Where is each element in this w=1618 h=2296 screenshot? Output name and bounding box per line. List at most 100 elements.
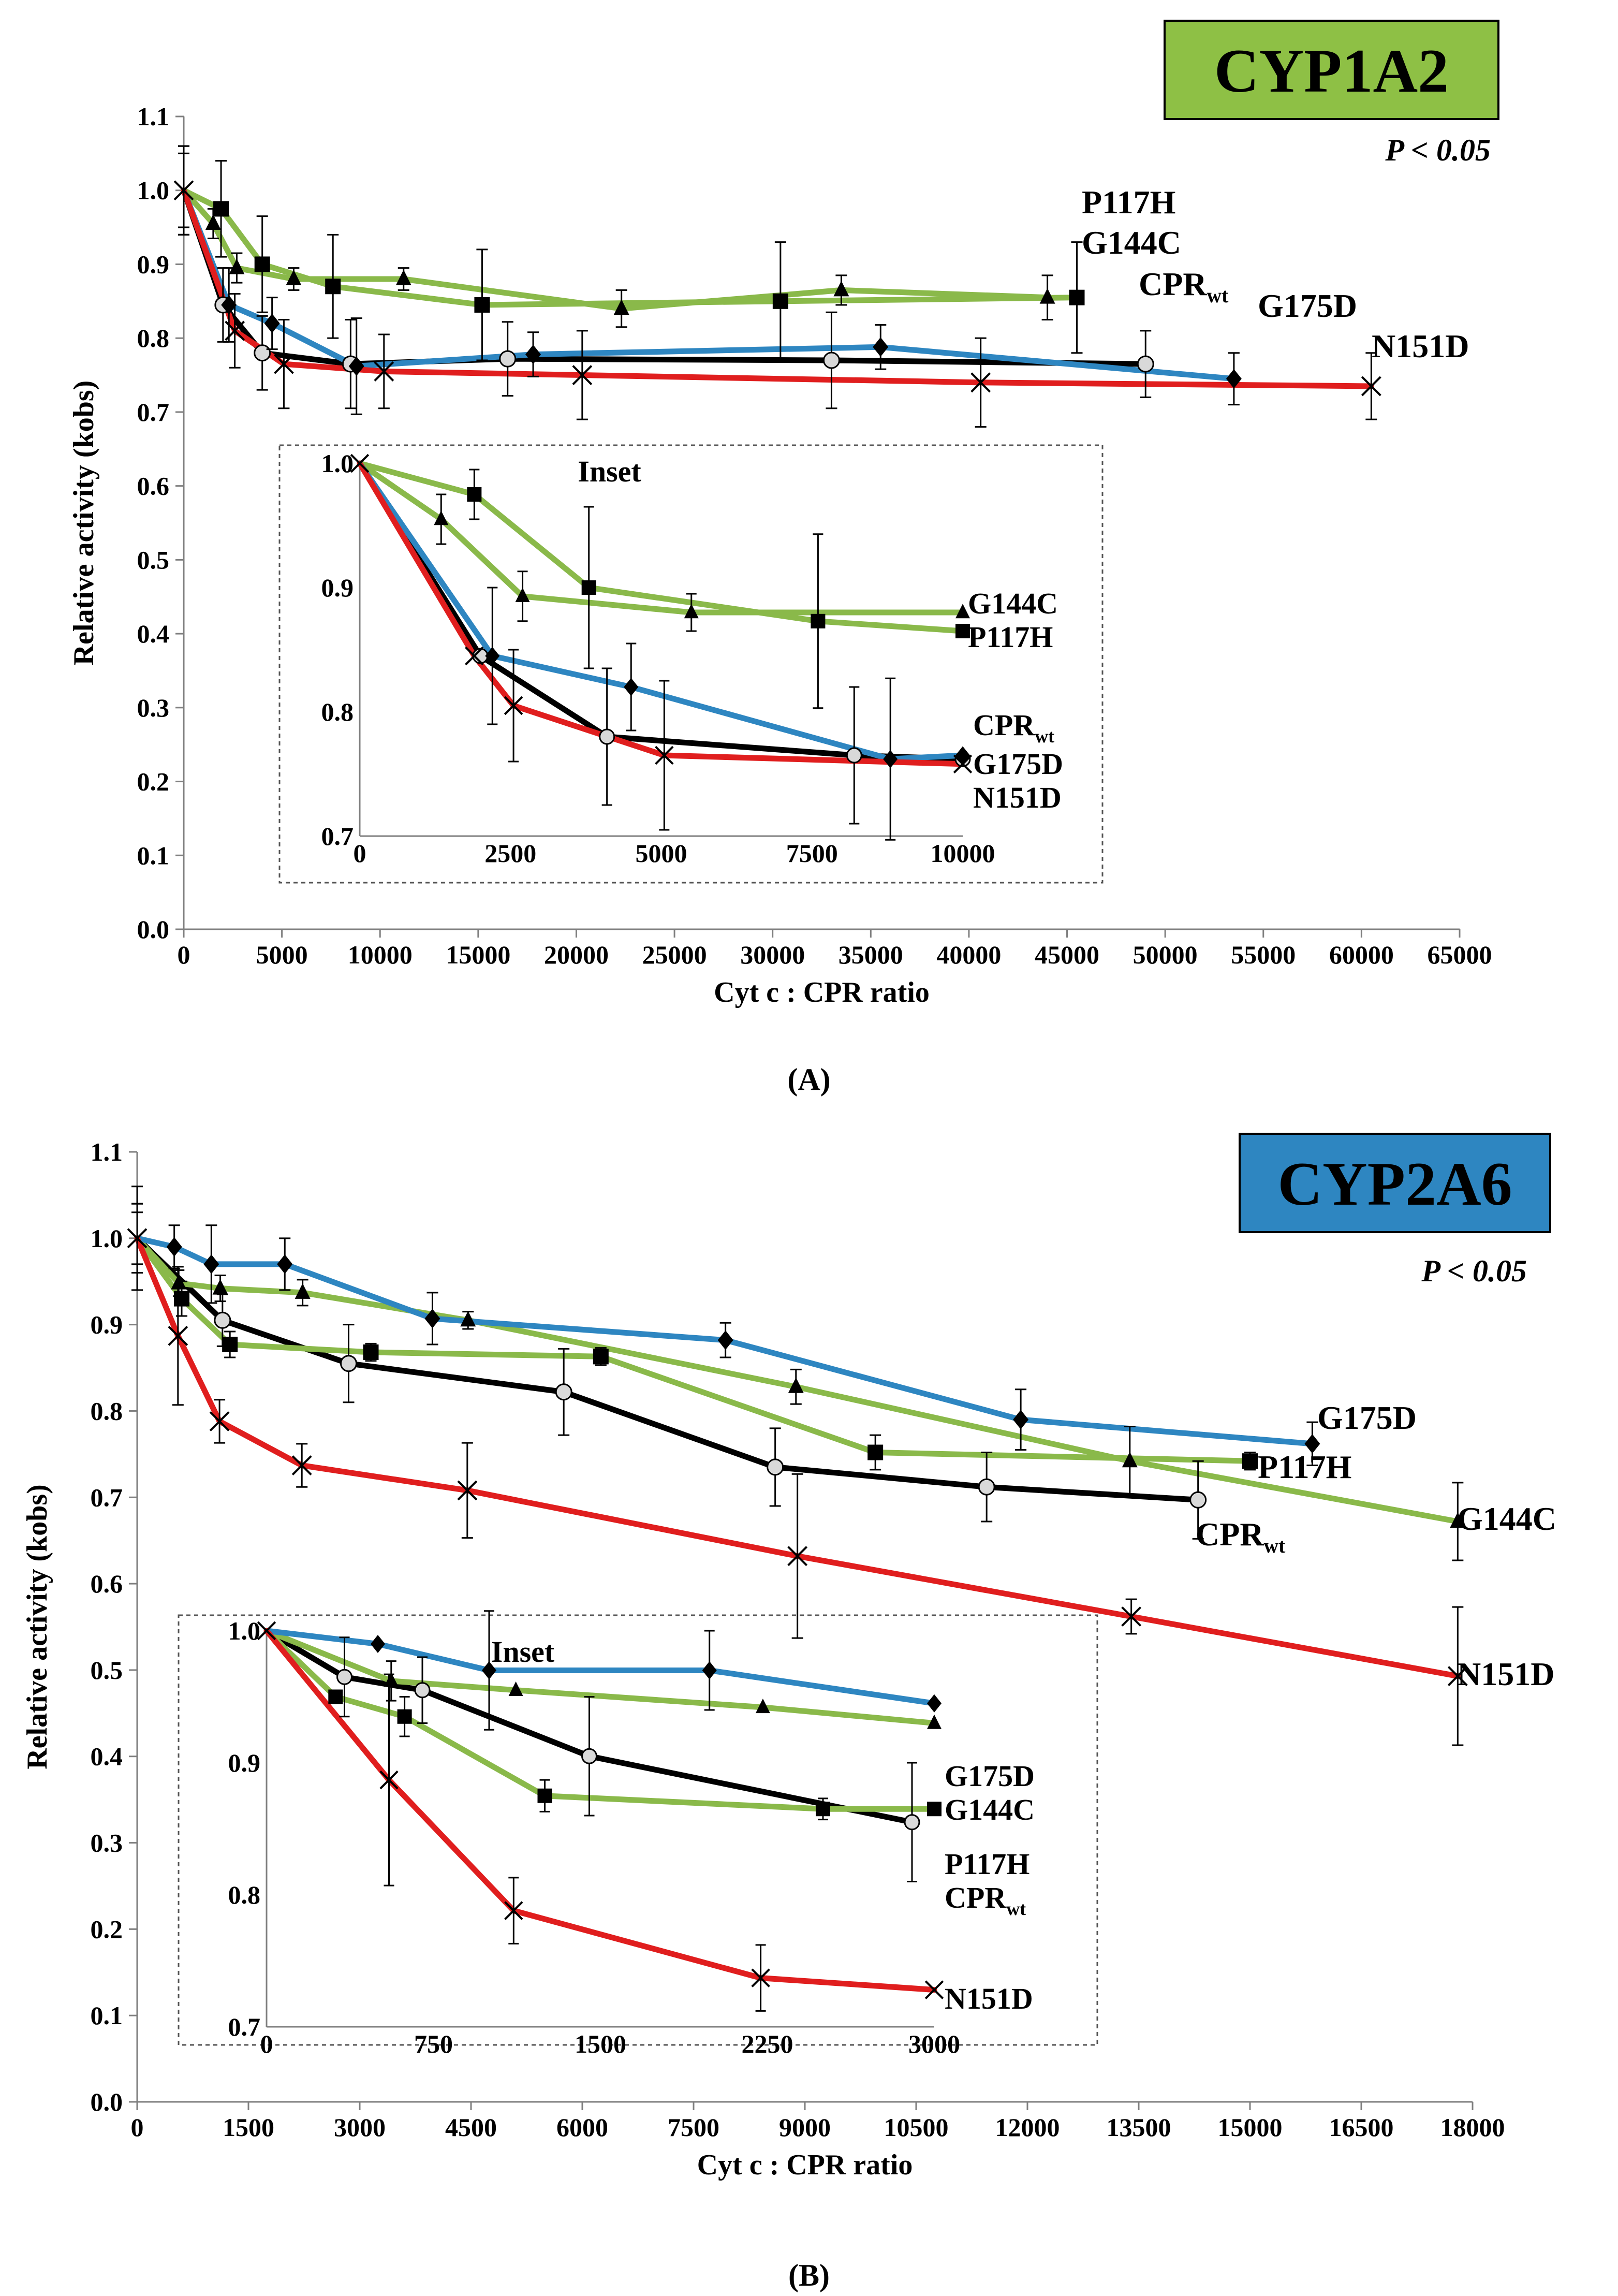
panel-a-inset-x-tick-label: 10000 [931, 839, 995, 868]
panel-b-x-tick-label: 0 [131, 2113, 144, 2142]
panel-b-point-G175D [203, 1254, 219, 1274]
panel-b-point-P117H [363, 1344, 379, 1361]
panel-b-point-N151D [209, 1411, 230, 1431]
panel-a-point-N151D-stroke-b [374, 361, 394, 382]
panel-a-x-tick-label: 65000 [1428, 940, 1492, 969]
panel-a-label-CPRwt: CPRwt [1139, 266, 1229, 307]
panel-b-point-G144C [788, 1377, 804, 1393]
panel-b-point-G175D [1013, 1410, 1029, 1429]
panel-b-point-N151D [1447, 1666, 1468, 1687]
panel-b-inset-point-P117H [328, 1689, 343, 1704]
panel-b-y-tick-label: 0.2 [91, 1914, 123, 1943]
panel-b-point-CPRwt [214, 1311, 231, 1329]
panel-b-inset-point-P117H [816, 1802, 830, 1817]
panel-a-point-G175D [264, 313, 280, 333]
panel-b-inset-point-G175D [702, 1661, 717, 1679]
panel-b-point-CPRwt [978, 1478, 995, 1496]
panel-a-inset-label-N151D: N151D [973, 781, 1062, 814]
panel-b-y-axis-title: Relative activity (kobs) [21, 1484, 53, 1769]
panel-b-inset-point-CPRwt [414, 1682, 431, 1699]
panel-b-inset-point-N151D [924, 1980, 944, 1999]
panel-b-point-G175D [424, 1309, 440, 1328]
panel-b-point-N151D-stroke-b [168, 1325, 188, 1346]
panel-b-inset-point-P117H [537, 1788, 552, 1803]
panel-a-point-CPRwt [499, 350, 517, 368]
panel-b-x-tick-label: 10500 [884, 2113, 949, 2142]
panel-a-line-P117H [181, 187, 1080, 308]
panel-b-x-tick-label: 3000 [334, 2113, 386, 2142]
panel-a-x-axis-title: Cyt c : CPR ratio [714, 976, 930, 1008]
panel-a-point-N151D [225, 320, 245, 341]
panel-a-point-P117H [474, 297, 490, 313]
panel-b-y-tick-label: 0.9 [91, 1310, 123, 1339]
panel-a-inset-point-N151D-stroke-b [504, 696, 523, 715]
panel-a-inset-point-P117H [955, 624, 970, 638]
panel-a-y-tick-label: 1.1 [137, 102, 170, 131]
panel-a-point-G144C [1039, 288, 1055, 304]
panel-b-inset-point-P117H [397, 1709, 412, 1724]
panel-a-point-N151D [1361, 376, 1381, 397]
panel-b-y-tick-label: 0.6 [91, 1569, 123, 1598]
panel-b-inset-point-G144C [927, 1714, 942, 1729]
panel-b-y-tick-label: 0.0 [91, 2087, 123, 2116]
panel-a-inset-point-G175D [624, 678, 639, 696]
panel-a-inset-point-G144C [955, 604, 970, 619]
panel-b-y-tick-label: 1.0 [91, 1224, 123, 1253]
panel-a-point-N151D [374, 361, 394, 382]
panel-b-inset-point-N151D [379, 1770, 399, 1790]
panel-a-x-tick-label: 45000 [1035, 940, 1099, 969]
panel-b-inset-x-tick-label: 3000 [908, 2029, 960, 2058]
panel-b-inset-y-tick-label: 0.8 [228, 1880, 261, 1909]
panel-a-y-tick-label: 0.8 [137, 324, 170, 353]
panel-a-inset-y-tick-label: 0.9 [321, 573, 354, 602]
panel-b-label-G175D: G175D [1317, 1399, 1417, 1436]
panel-b-x-axis-title: Cyt c : CPR ratio [697, 2149, 913, 2181]
panel-b-label-G144C: G144C [1457, 1500, 1556, 1537]
panel-b-point-CPRwt [340, 1355, 357, 1372]
panel-a-y-tick-label: 0.2 [137, 767, 170, 796]
panel-a-point-N151D [970, 372, 991, 393]
panel-a-point-N151D-stroke-b [273, 354, 294, 374]
panel-a-point-G144C [229, 258, 245, 274]
panel-a-y-tick-label: 0.6 [137, 472, 170, 501]
panel-b-inset-point-N151D [751, 1968, 770, 1987]
panel-b-inset-point-N151D [504, 1901, 523, 1920]
panel-b-inset-point-P117H [927, 1802, 942, 1817]
panel-b-x-tick-label: 7500 [668, 2113, 719, 2142]
panel-b-point-N151D [787, 1546, 808, 1567]
panel-b-point-N151D [168, 1325, 188, 1346]
panel-a-point-N151D-stroke-b [572, 365, 593, 385]
panel-a-y-tick-label: 0.7 [137, 398, 170, 427]
panel-b-line-G144C [134, 1235, 1461, 1525]
panel-b-inset-point-N151D-stroke-b [751, 1968, 770, 1987]
panel-a-point-G144C [395, 270, 411, 285]
panel-b-inset-point-G175D [371, 1635, 385, 1653]
panel-a-point-G175D [221, 295, 237, 315]
panel-b-x-tick-label: 6000 [556, 2113, 608, 2142]
panel-a-x-tick-label: 25000 [642, 940, 707, 969]
panel-b-point-N151D [127, 1228, 148, 1249]
panel-a-label-N151D: N151D [1372, 328, 1469, 364]
panel-b-point-P117H [222, 1337, 238, 1353]
panel-b-inset-x-tick-label: 750 [414, 2029, 453, 2058]
panel-b-caption: (B) [788, 2258, 830, 2292]
panel-b-inset-point-CPRwt [336, 1669, 352, 1685]
panel-b-point-G144C [1450, 1512, 1466, 1528]
panel-b-point-G175D [1304, 1434, 1320, 1454]
panel-b-inset-label-P117H: P117H [945, 1847, 1029, 1881]
panel-b-badge-box [1239, 1133, 1551, 1233]
panel-a-x-tick-label: 5000 [256, 940, 308, 969]
panel-a-point-P117H [772, 293, 788, 309]
panel-a-inset-point-N151D-stroke-b [953, 754, 973, 774]
panel-b-y-tick-label: 0.7 [91, 1483, 123, 1512]
panel-a-point-G144C [833, 281, 849, 297]
panel-a-inset-point-N151D [655, 745, 674, 765]
panel-a-point-CPRwt [254, 344, 271, 362]
panel-a-x-tick-label: 35000 [839, 940, 903, 969]
panel-b-chart: 0 1500 3000 4500 6000 7500 9000 10500 12000 13500… [21, 1133, 1556, 2292]
panel-a-x-tick-label: 0 [178, 940, 190, 969]
panel-a-inset-point-N151D [504, 696, 523, 715]
panel-b-point-G144C [1122, 1452, 1138, 1468]
panel-a-x-tick-label: 20000 [544, 940, 609, 969]
panel-a-inset-point-P117H [467, 487, 482, 502]
